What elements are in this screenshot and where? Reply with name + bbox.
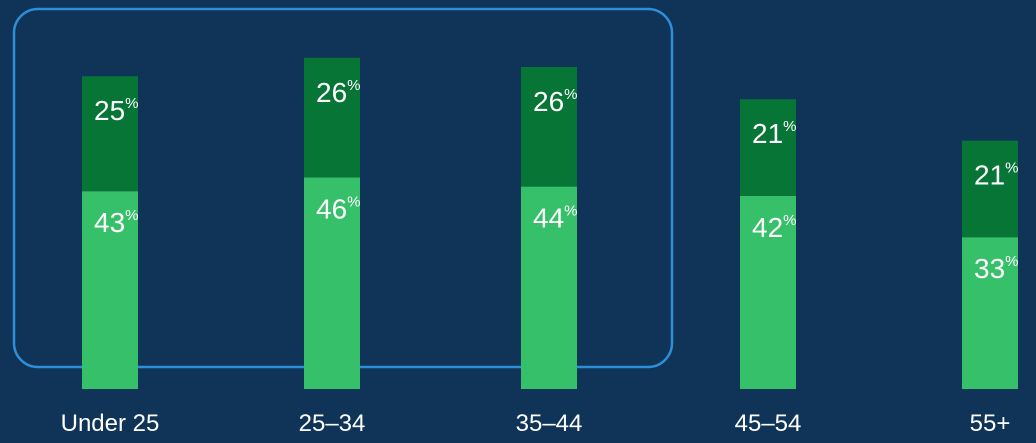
bar-bottom-25-34 — [304, 177, 360, 389]
category-label-55: 55+ — [970, 410, 1011, 437]
value-label-top-35-44: 26% — [533, 86, 578, 117]
labels-group: 25% 43% Under 25 26% 46% 25–34 26% 44% 35–44 21% 4… — [61, 77, 1019, 437]
value-label-bottom-under-25: 43% — [94, 207, 139, 238]
value-label-bottom-55: 33% — [974, 253, 1019, 284]
category-label-35-44: 35–44 — [516, 410, 583, 437]
bar-top-under-25 — [82, 76, 138, 192]
category-label-25-34: 25–34 — [299, 410, 366, 437]
value-label-top-25-34: 26% — [316, 77, 361, 108]
value-label-top-55: 21% — [974, 160, 1019, 191]
category-label-45-54: 45–54 — [735, 410, 802, 437]
bar-top-55 — [962, 140, 1018, 238]
bar-bottom-35-44 — [521, 186, 577, 389]
value-label-top-under-25: 25% — [94, 95, 139, 126]
bar-bottom-under-25 — [82, 191, 138, 389]
bars-group — [82, 57, 1018, 389]
value-label-top-45-54: 21% — [752, 118, 797, 149]
bar-bottom-45-54 — [740, 195, 796, 389]
bar-top-25-34 — [304, 57, 360, 178]
category-label-under-25: Under 25 — [61, 410, 160, 437]
bar-top-45-54 — [740, 99, 796, 196]
value-label-bottom-45-54: 42% — [752, 212, 797, 243]
value-label-bottom-35-44: 44% — [533, 203, 578, 234]
value-label-bottom-25-34: 46% — [316, 193, 361, 224]
bar-top-35-44 — [521, 67, 577, 187]
bar-bottom-55 — [962, 237, 1018, 389]
